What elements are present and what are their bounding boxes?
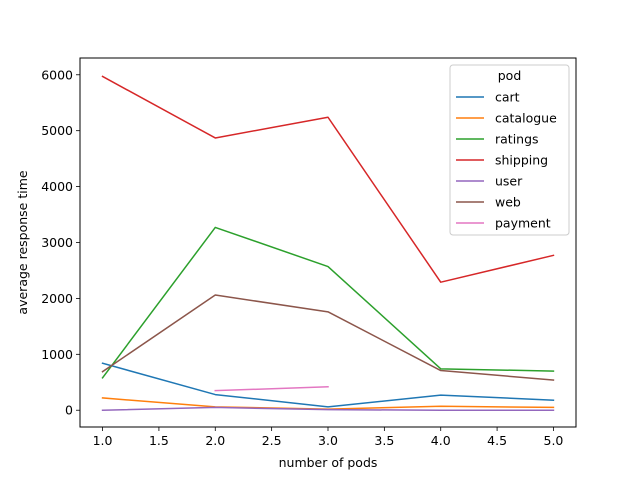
legend: pod cart catalogue ratings shipping user web p… bbox=[449, 64, 570, 236]
y-tick-label: 3000 bbox=[41, 235, 73, 250]
x-tick-label: 2.5 bbox=[262, 433, 282, 448]
y-axis-label: average response time bbox=[15, 170, 30, 314]
y-tick-label: 4000 bbox=[41, 179, 73, 194]
legend-box bbox=[449, 64, 570, 236]
x-tick-label: 4.0 bbox=[431, 433, 451, 448]
x-tick-label: 5.0 bbox=[544, 433, 564, 448]
legend-label-shipping: shipping bbox=[495, 153, 548, 168]
series-lines bbox=[101, 75, 555, 411]
y-tick-label: 0 bbox=[65, 403, 73, 418]
legend-items: cart catalogue ratings shipping user web payme… bbox=[456, 90, 557, 231]
legend-label-user: user bbox=[495, 174, 523, 189]
series-line-shipping bbox=[101, 75, 555, 283]
x-tick-label: 3.5 bbox=[374, 433, 394, 448]
x-axis-label: number of pods bbox=[279, 455, 378, 470]
series-line-payment bbox=[214, 385, 329, 392]
series-line-cart bbox=[101, 362, 555, 408]
x-tick-label: 4.5 bbox=[487, 433, 507, 448]
legend-label-ratings: ratings bbox=[495, 132, 539, 147]
x-tick-label: 1.0 bbox=[93, 433, 113, 448]
x-tick-label: 2.0 bbox=[205, 433, 225, 448]
legend-label-catalogue: catalogue bbox=[495, 111, 557, 126]
axis-ticks: 1.0 1.5 2.0 2.5 3.0 3.5 4.0 4.5 5.0 0 1000 2000 3000… bbox=[41, 67, 563, 448]
legend-label-cart: cart bbox=[495, 90, 520, 105]
legend-label-payment: payment bbox=[495, 216, 551, 231]
y-tick-label: 5000 bbox=[41, 123, 73, 138]
x-tick-label: 3.0 bbox=[318, 433, 338, 448]
y-tick-label: 6000 bbox=[41, 67, 73, 82]
series-line-ratings bbox=[101, 226, 555, 379]
series-line-user bbox=[101, 406, 555, 411]
y-tick-label: 2000 bbox=[41, 291, 73, 306]
legend-label-web: web bbox=[495, 195, 521, 210]
legend-title: pod bbox=[498, 68, 522, 83]
series-line-web bbox=[101, 294, 555, 381]
y-tick-label: 1000 bbox=[41, 347, 73, 362]
x-tick-label: 1.5 bbox=[149, 433, 169, 448]
